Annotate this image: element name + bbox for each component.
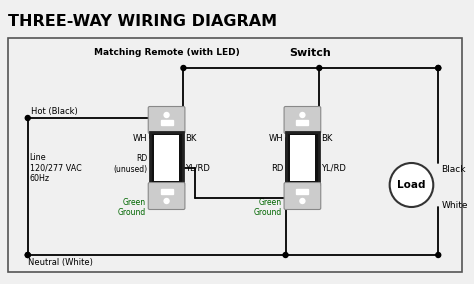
Bar <box>161 189 173 194</box>
Text: Line
120/277 VAC
60Hz: Line 120/277 VAC 60Hz <box>30 153 82 183</box>
Text: Load: Load <box>397 180 426 190</box>
Circle shape <box>436 66 441 70</box>
Circle shape <box>25 252 30 258</box>
Text: THREE-WAY WIRING DIAGRAM: THREE-WAY WIRING DIAGRAM <box>8 14 277 29</box>
Bar <box>296 120 309 125</box>
Text: Green
Ground: Green Ground <box>118 198 146 217</box>
Bar <box>8 38 462 272</box>
FancyBboxPatch shape <box>148 183 185 210</box>
Text: Hot (Black): Hot (Black) <box>31 107 77 116</box>
Text: Black: Black <box>441 164 466 174</box>
FancyBboxPatch shape <box>148 106 185 133</box>
FancyBboxPatch shape <box>284 183 321 210</box>
Text: WH: WH <box>269 133 283 143</box>
Text: RD
(unused): RD (unused) <box>114 154 148 174</box>
Bar <box>296 189 309 194</box>
Circle shape <box>164 199 169 204</box>
Circle shape <box>436 66 441 70</box>
Circle shape <box>164 112 169 118</box>
Text: YL/RD: YL/RD <box>185 164 210 172</box>
Text: Neutral (White): Neutral (White) <box>28 258 92 267</box>
Text: YL/RD: YL/RD <box>321 164 346 172</box>
Text: BK: BK <box>185 133 197 143</box>
Bar <box>150 132 183 184</box>
Bar <box>290 135 315 181</box>
Circle shape <box>25 252 30 258</box>
Circle shape <box>300 112 305 118</box>
Circle shape <box>283 252 288 258</box>
Circle shape <box>300 199 305 204</box>
Circle shape <box>317 66 322 70</box>
Text: Green
Ground: Green Ground <box>253 198 282 217</box>
FancyBboxPatch shape <box>284 106 321 133</box>
Circle shape <box>390 163 433 207</box>
Circle shape <box>181 66 186 70</box>
Bar <box>285 132 319 184</box>
Circle shape <box>25 116 30 120</box>
Text: White: White <box>441 201 468 210</box>
Text: WH: WH <box>133 133 148 143</box>
Bar <box>161 120 173 125</box>
Circle shape <box>436 252 441 258</box>
Text: Switch: Switch <box>290 48 331 58</box>
Bar <box>154 135 180 181</box>
Text: RD: RD <box>271 164 283 172</box>
Text: BK: BK <box>321 133 333 143</box>
Text: Matching Remote (with LED): Matching Remote (with LED) <box>94 48 239 57</box>
